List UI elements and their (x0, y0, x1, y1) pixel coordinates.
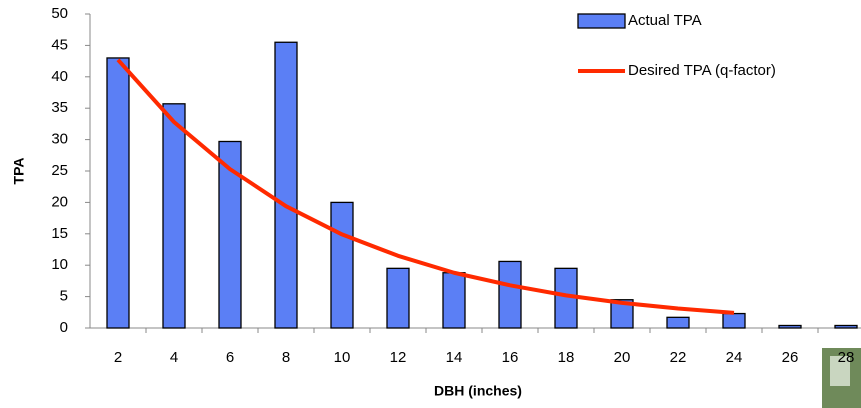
x-tick-label: 4 (170, 349, 178, 366)
x-axis-label: DBH (inches) (434, 383, 522, 399)
y-tick-label: 0 (60, 319, 68, 336)
bar (835, 325, 857, 328)
bar (443, 273, 465, 328)
bar (779, 325, 801, 328)
x-tick-label: 18 (558, 349, 575, 366)
y-tick-label: 50 (51, 5, 68, 22)
y-tick-label: 35 (51, 99, 68, 116)
y-tick-label: 30 (51, 131, 68, 148)
y-tick-label: 40 (51, 68, 68, 85)
bar (723, 314, 745, 328)
line (118, 60, 734, 313)
y-tick-label: 45 (51, 36, 68, 53)
y-tick-label: 5 (60, 288, 68, 305)
x-tick-label: 2 (114, 349, 122, 366)
x-tick-label: 24 (726, 349, 743, 366)
chart: DBH (inches) TPA 05101520253035404550246… (0, 0, 861, 408)
legend-label: Actual TPA (628, 12, 702, 29)
x-tick-label: 6 (226, 349, 234, 366)
bar (107, 58, 129, 328)
y-tick-label: 15 (51, 225, 68, 242)
x-tick-label: 22 (670, 349, 687, 366)
legend-label: Desired TPA (q-factor) (628, 62, 776, 79)
legend-swatch (578, 14, 625, 28)
y-tick-label: 20 (51, 193, 68, 210)
x-tick-label: 14 (446, 349, 463, 366)
bar (331, 202, 353, 328)
x-tick-label: 26 (782, 349, 799, 366)
x-tick-label: 12 (390, 349, 407, 366)
x-tick-label: 28 (838, 349, 855, 366)
bar (387, 268, 409, 328)
bar (667, 317, 689, 328)
bar (163, 104, 185, 328)
y-tick-label: 10 (51, 256, 68, 273)
bar (275, 42, 297, 328)
y-axis-label: TPA (11, 158, 27, 185)
y-tick-label: 25 (51, 162, 68, 179)
x-tick-label: 8 (282, 349, 290, 366)
x-tick-label: 16 (502, 349, 519, 366)
x-tick-label: 20 (614, 349, 631, 366)
bar (499, 261, 521, 328)
x-tick-label: 10 (334, 349, 351, 366)
